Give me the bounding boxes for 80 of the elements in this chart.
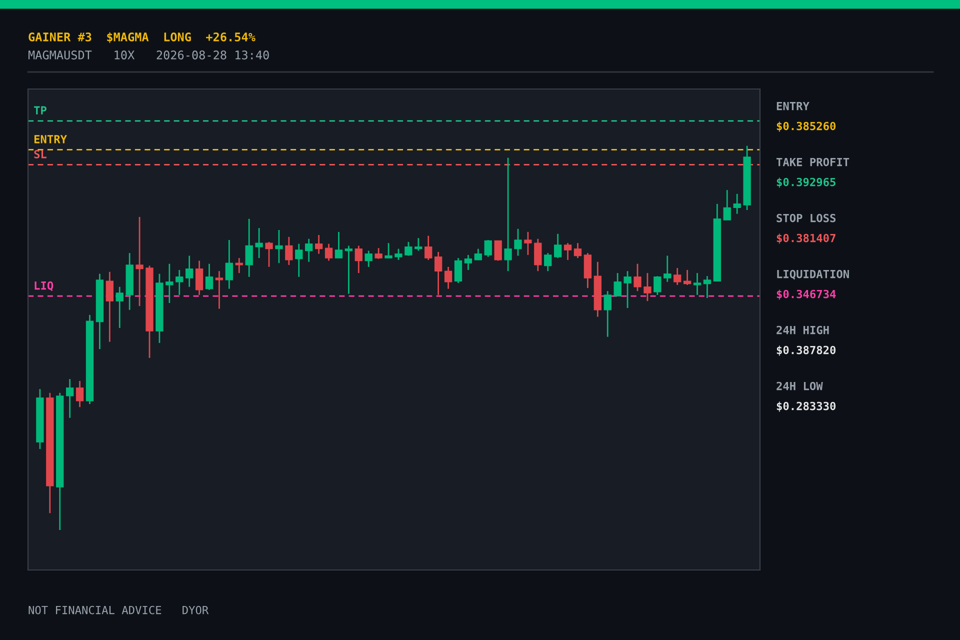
candlestick xyxy=(374,247,382,260)
candlestick xyxy=(205,263,214,291)
ref-line-label: SL xyxy=(34,150,46,158)
candlestick xyxy=(334,231,343,259)
candlestick xyxy=(195,260,204,296)
candlestick xyxy=(364,250,372,268)
candlestick xyxy=(674,267,682,286)
candlestick xyxy=(514,228,522,256)
candlestick xyxy=(614,272,622,297)
candlestick xyxy=(295,243,303,278)
ref-line-label: ENTRY xyxy=(34,135,67,144)
candlestick xyxy=(683,269,692,286)
candlestick xyxy=(644,272,652,302)
text: ENTRY xyxy=(776,102,810,110)
text: $0.387820 xyxy=(776,346,836,356)
candlestick xyxy=(564,242,572,261)
candlestick xyxy=(534,238,542,272)
candlestick xyxy=(215,270,224,310)
text: NOT FINANCIAL ADVICE DYOR xyxy=(28,606,209,614)
candlestick xyxy=(235,257,243,274)
candlestick xyxy=(703,275,712,299)
candlestick xyxy=(494,240,502,262)
candlestick xyxy=(314,234,323,255)
candlestick xyxy=(186,255,194,288)
candlestick xyxy=(324,243,333,262)
text: 24H HIGH xyxy=(776,326,829,334)
candlestick xyxy=(285,236,293,266)
chart-title: GAINER #3 $MAGMA LONG +26.54% xyxy=(28,32,256,43)
candlestick xyxy=(76,380,84,408)
candlestick xyxy=(106,271,114,342)
candlestick xyxy=(225,239,234,290)
candlestick xyxy=(414,237,422,252)
candlestick xyxy=(464,254,472,271)
candlestick xyxy=(245,218,253,278)
candlestick xyxy=(474,248,482,261)
text: $0.392965 xyxy=(776,178,836,188)
candlestick xyxy=(275,229,283,264)
candlestick xyxy=(454,257,462,284)
candlestick xyxy=(574,242,582,259)
candlestick xyxy=(693,272,702,296)
candlestick xyxy=(265,241,273,268)
candlestick xyxy=(723,189,731,221)
text: $0.381407 xyxy=(776,234,836,244)
candlestick xyxy=(166,263,174,304)
candlestick xyxy=(733,193,741,215)
candlestick xyxy=(604,290,612,338)
candlestick xyxy=(394,248,402,261)
ref-line-label: LIQ xyxy=(34,281,54,292)
candlestick xyxy=(404,241,412,256)
text: LIQUIDATION xyxy=(777,270,849,280)
candlestick xyxy=(544,252,552,272)
ref-line-label: TP xyxy=(34,106,46,114)
candlestick xyxy=(305,238,313,263)
text: STOP LOSS xyxy=(776,214,836,222)
candlestick xyxy=(624,270,632,309)
candlestick xyxy=(116,286,124,329)
candlestick xyxy=(524,231,532,256)
candlestick xyxy=(634,263,642,292)
candlestick xyxy=(654,275,662,296)
candlestick xyxy=(66,378,74,419)
candlestick xyxy=(664,255,672,283)
candlestick xyxy=(484,239,492,258)
candlestick xyxy=(136,216,144,307)
candlestick xyxy=(354,245,362,274)
candlestick xyxy=(504,157,512,272)
candlestick xyxy=(176,269,184,296)
candlestick xyxy=(344,245,353,294)
candlestick xyxy=(424,235,432,261)
candlestick xyxy=(434,251,442,296)
candlestick xyxy=(444,266,452,290)
text: $0.385260 xyxy=(776,122,836,132)
candlestick xyxy=(384,242,392,259)
candlestick xyxy=(554,233,562,259)
text: 24H LOW xyxy=(776,382,823,390)
candlestick xyxy=(255,227,263,259)
text: $0.283330 xyxy=(776,402,836,412)
text: TAKE PROFIT xyxy=(776,158,850,166)
text: $0.346734 xyxy=(776,290,836,300)
chart-subtitle: MAGMAUSDT 10X 2026-08-28 13:40 xyxy=(28,50,269,60)
candlestick xyxy=(584,252,592,289)
